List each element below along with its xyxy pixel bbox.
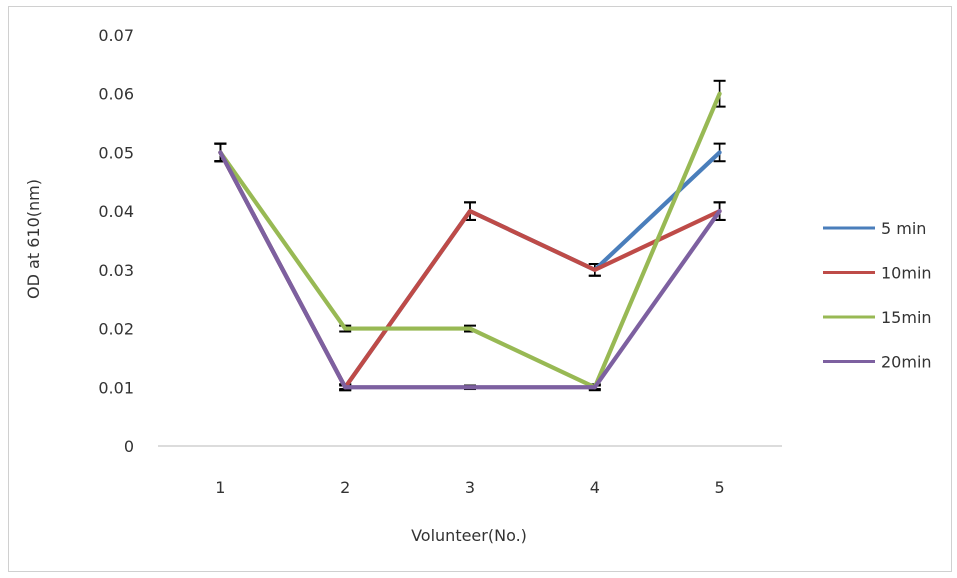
y-tick-label: 0.03 bbox=[98, 261, 134, 280]
legend-label: 15min bbox=[881, 308, 932, 327]
legend-item: 10min bbox=[823, 264, 932, 283]
y-tick-label: 0.02 bbox=[98, 320, 134, 339]
legend-item: 15min bbox=[823, 308, 932, 327]
legend-label: 20min bbox=[881, 353, 932, 372]
x-tick-label: 3 bbox=[465, 478, 475, 497]
legend-label: 5 min bbox=[881, 219, 926, 238]
y-tick-label: 0.04 bbox=[98, 202, 134, 221]
legend-item: 20min bbox=[823, 353, 932, 372]
y-axis-title: OD at 610(nm) bbox=[24, 179, 43, 299]
legend-label: 10min bbox=[881, 264, 932, 283]
chart-frame bbox=[8, 6, 952, 572]
series-lines bbox=[218, 91, 722, 390]
y-tick-label: 0.05 bbox=[98, 143, 134, 162]
x-tick-label: 4 bbox=[590, 478, 600, 497]
y-tick-label: 0.01 bbox=[98, 378, 134, 397]
y-tick-label: 0.06 bbox=[98, 85, 134, 104]
x-tick-label: 5 bbox=[715, 478, 725, 497]
series-line bbox=[218, 150, 722, 390]
error-bars bbox=[214, 79, 726, 392]
x-axis-title: Volunteer(No.) bbox=[411, 526, 527, 545]
x-tick-label: 2 bbox=[340, 478, 350, 497]
x-tick-label: 1 bbox=[215, 478, 225, 497]
y-tick-label: 0.07 bbox=[98, 26, 134, 45]
legend: 5 min 10min 15min 20min bbox=[823, 219, 932, 372]
legend-item: 5 min bbox=[823, 219, 926, 238]
tick-labels: 0 0.01 0.02 0.03 0.04 0.05 0.06 0.07 1 2 3 4 5 bbox=[98, 26, 724, 497]
y-tick-label: 0 bbox=[124, 437, 134, 456]
series-line bbox=[218, 91, 722, 390]
